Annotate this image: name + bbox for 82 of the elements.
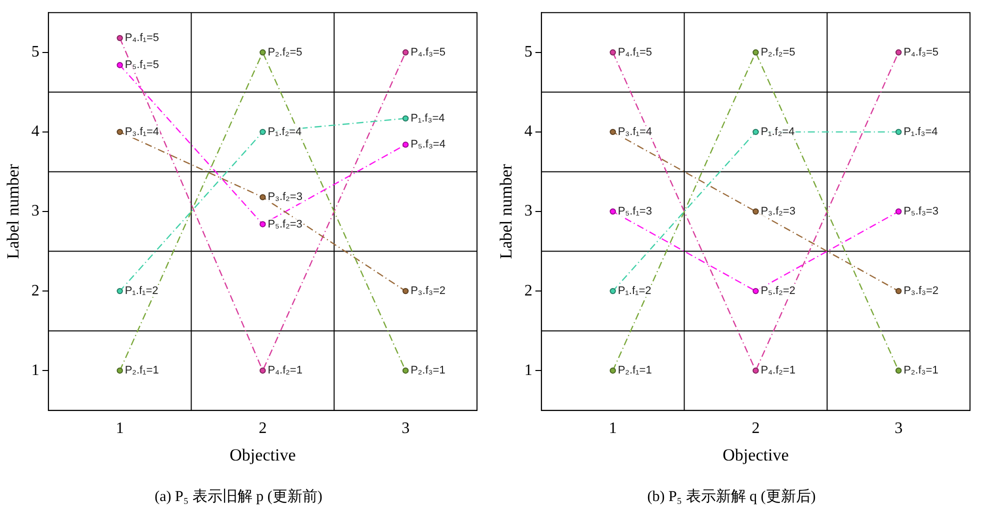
text: (b) P₅ 表示新解 q (更新后)	[647, 488, 816, 505]
data-label: P₅.f₂=2	[760, 285, 796, 298]
data-label: P₄.f₃=5	[410, 46, 446, 58]
data-label: P₄.f₁=5	[124, 32, 160, 44]
x-tick-label: 1	[116, 420, 124, 438]
point	[610, 49, 616, 56]
data-label: P₄.f₂=1	[760, 364, 796, 377]
point	[752, 368, 759, 374]
point	[895, 288, 902, 294]
data-label: P₅.f₁=3	[618, 206, 652, 218]
data-label: P₃.f₂=3	[268, 191, 302, 204]
point	[260, 194, 266, 200]
x-axis-title: Objective	[230, 445, 296, 464]
data-label: P₃.f₃=2	[410, 285, 446, 298]
text: (a) P₅ 表示旧解 p (更新前)	[154, 488, 322, 505]
x-tick-label: 1	[608, 420, 617, 438]
point	[752, 128, 759, 136]
y-tick-label: 1	[31, 362, 40, 379]
y-axis-title: Label number	[4, 164, 23, 259]
data-label: P₂.f₃=1	[410, 364, 446, 377]
data-label: P₃.f₃=2	[904, 285, 939, 298]
y-tick-label: 3	[524, 202, 532, 220]
data-label: P₄.f₃=5	[904, 46, 939, 58]
point	[260, 128, 266, 136]
point	[752, 49, 759, 56]
y-tick-label: 5	[524, 44, 532, 61]
point	[260, 221, 266, 228]
data-label: P₃.f₁=4	[618, 126, 652, 138]
data-label: P₂.f₂=5	[268, 46, 302, 58]
point	[116, 368, 123, 374]
data-label: P₂.f₁=1	[124, 364, 159, 377]
data-label: P₅.f₃=4	[410, 138, 446, 151]
y-axis-title: Label number	[496, 164, 516, 259]
data-label: P₃.f₁=4	[124, 126, 160, 138]
data-label: P₁.f₁=2	[618, 285, 652, 298]
y-tick-label: 5	[31, 44, 40, 61]
x-tick-label: 3	[894, 420, 903, 438]
x-axis-title: Objective	[722, 445, 789, 464]
point	[610, 208, 616, 215]
point	[610, 128, 616, 136]
point	[895, 368, 902, 374]
data-label: P₅.f₁=5	[124, 59, 159, 72]
y-tick-label: 3	[31, 202, 40, 220]
x-tick-label: 2	[258, 420, 267, 438]
data-label: P₂.f₁=1	[618, 364, 652, 377]
data-label: P₁.f₁=2	[124, 285, 158, 298]
y-tick-label: 1	[524, 362, 532, 379]
point	[116, 288, 123, 294]
data-label: P₁.f₃=4	[904, 126, 938, 138]
data-label: P₅.f₂=3	[268, 218, 302, 230]
point	[116, 128, 123, 136]
y-tick-label: 2	[31, 282, 40, 300]
y-tick-label: 4	[31, 123, 40, 140]
point	[116, 34, 123, 42]
data-label: P₄.f₂=1	[268, 364, 302, 377]
point	[116, 62, 123, 68]
point	[260, 368, 266, 374]
x-tick-label: 2	[752, 420, 760, 438]
point	[752, 208, 759, 215]
point	[402, 49, 409, 56]
data-label: P₂.f₃=1	[904, 364, 938, 377]
point	[895, 49, 902, 56]
point	[402, 115, 409, 122]
x-tick-label: 3	[402, 420, 410, 438]
point	[895, 128, 902, 136]
data-label: P₅.f₃=3	[904, 206, 938, 218]
point	[260, 49, 266, 56]
point	[402, 142, 409, 148]
point	[402, 288, 409, 294]
point	[610, 368, 616, 374]
data-label: P₁.f₂=4	[268, 126, 302, 138]
y-tick-label: 2	[524, 282, 532, 300]
point	[402, 368, 409, 374]
point	[610, 288, 616, 294]
point	[895, 208, 902, 215]
data-label: P₄.f₁=5	[618, 46, 652, 58]
data-label: P₁.f₃=4	[410, 112, 445, 124]
data-label: P₁.f₂=4	[760, 126, 795, 138]
y-tick-label: 4	[524, 123, 532, 140]
data-label: P₂.f₂=5	[760, 46, 796, 58]
point	[752, 288, 759, 294]
data-label: P₃.f₂=3	[760, 206, 796, 218]
